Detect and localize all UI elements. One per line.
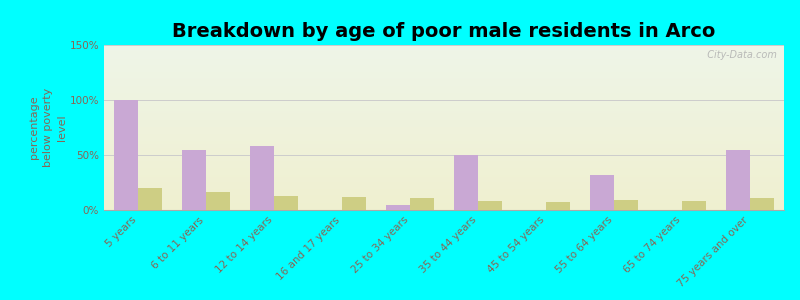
Bar [342,197,366,210]
Bar [250,146,274,210]
Bar [114,100,138,210]
Bar [274,196,298,210]
Bar [478,201,502,210]
Y-axis label: percentage
below poverty
level: percentage below poverty level [29,88,66,167]
Bar [614,200,638,210]
Title: Breakdown by age of poor male residents in Arco: Breakdown by age of poor male residents … [172,22,716,41]
Bar [410,198,434,210]
Bar [750,198,774,210]
Bar [726,149,750,210]
Bar [138,188,162,210]
Bar [590,175,614,210]
Bar [386,205,410,210]
Text: City-Data.com: City-Data.com [702,50,778,60]
Bar [454,155,478,210]
Bar [546,202,570,210]
Bar [682,201,706,210]
Bar [182,149,206,210]
Bar [206,192,230,210]
